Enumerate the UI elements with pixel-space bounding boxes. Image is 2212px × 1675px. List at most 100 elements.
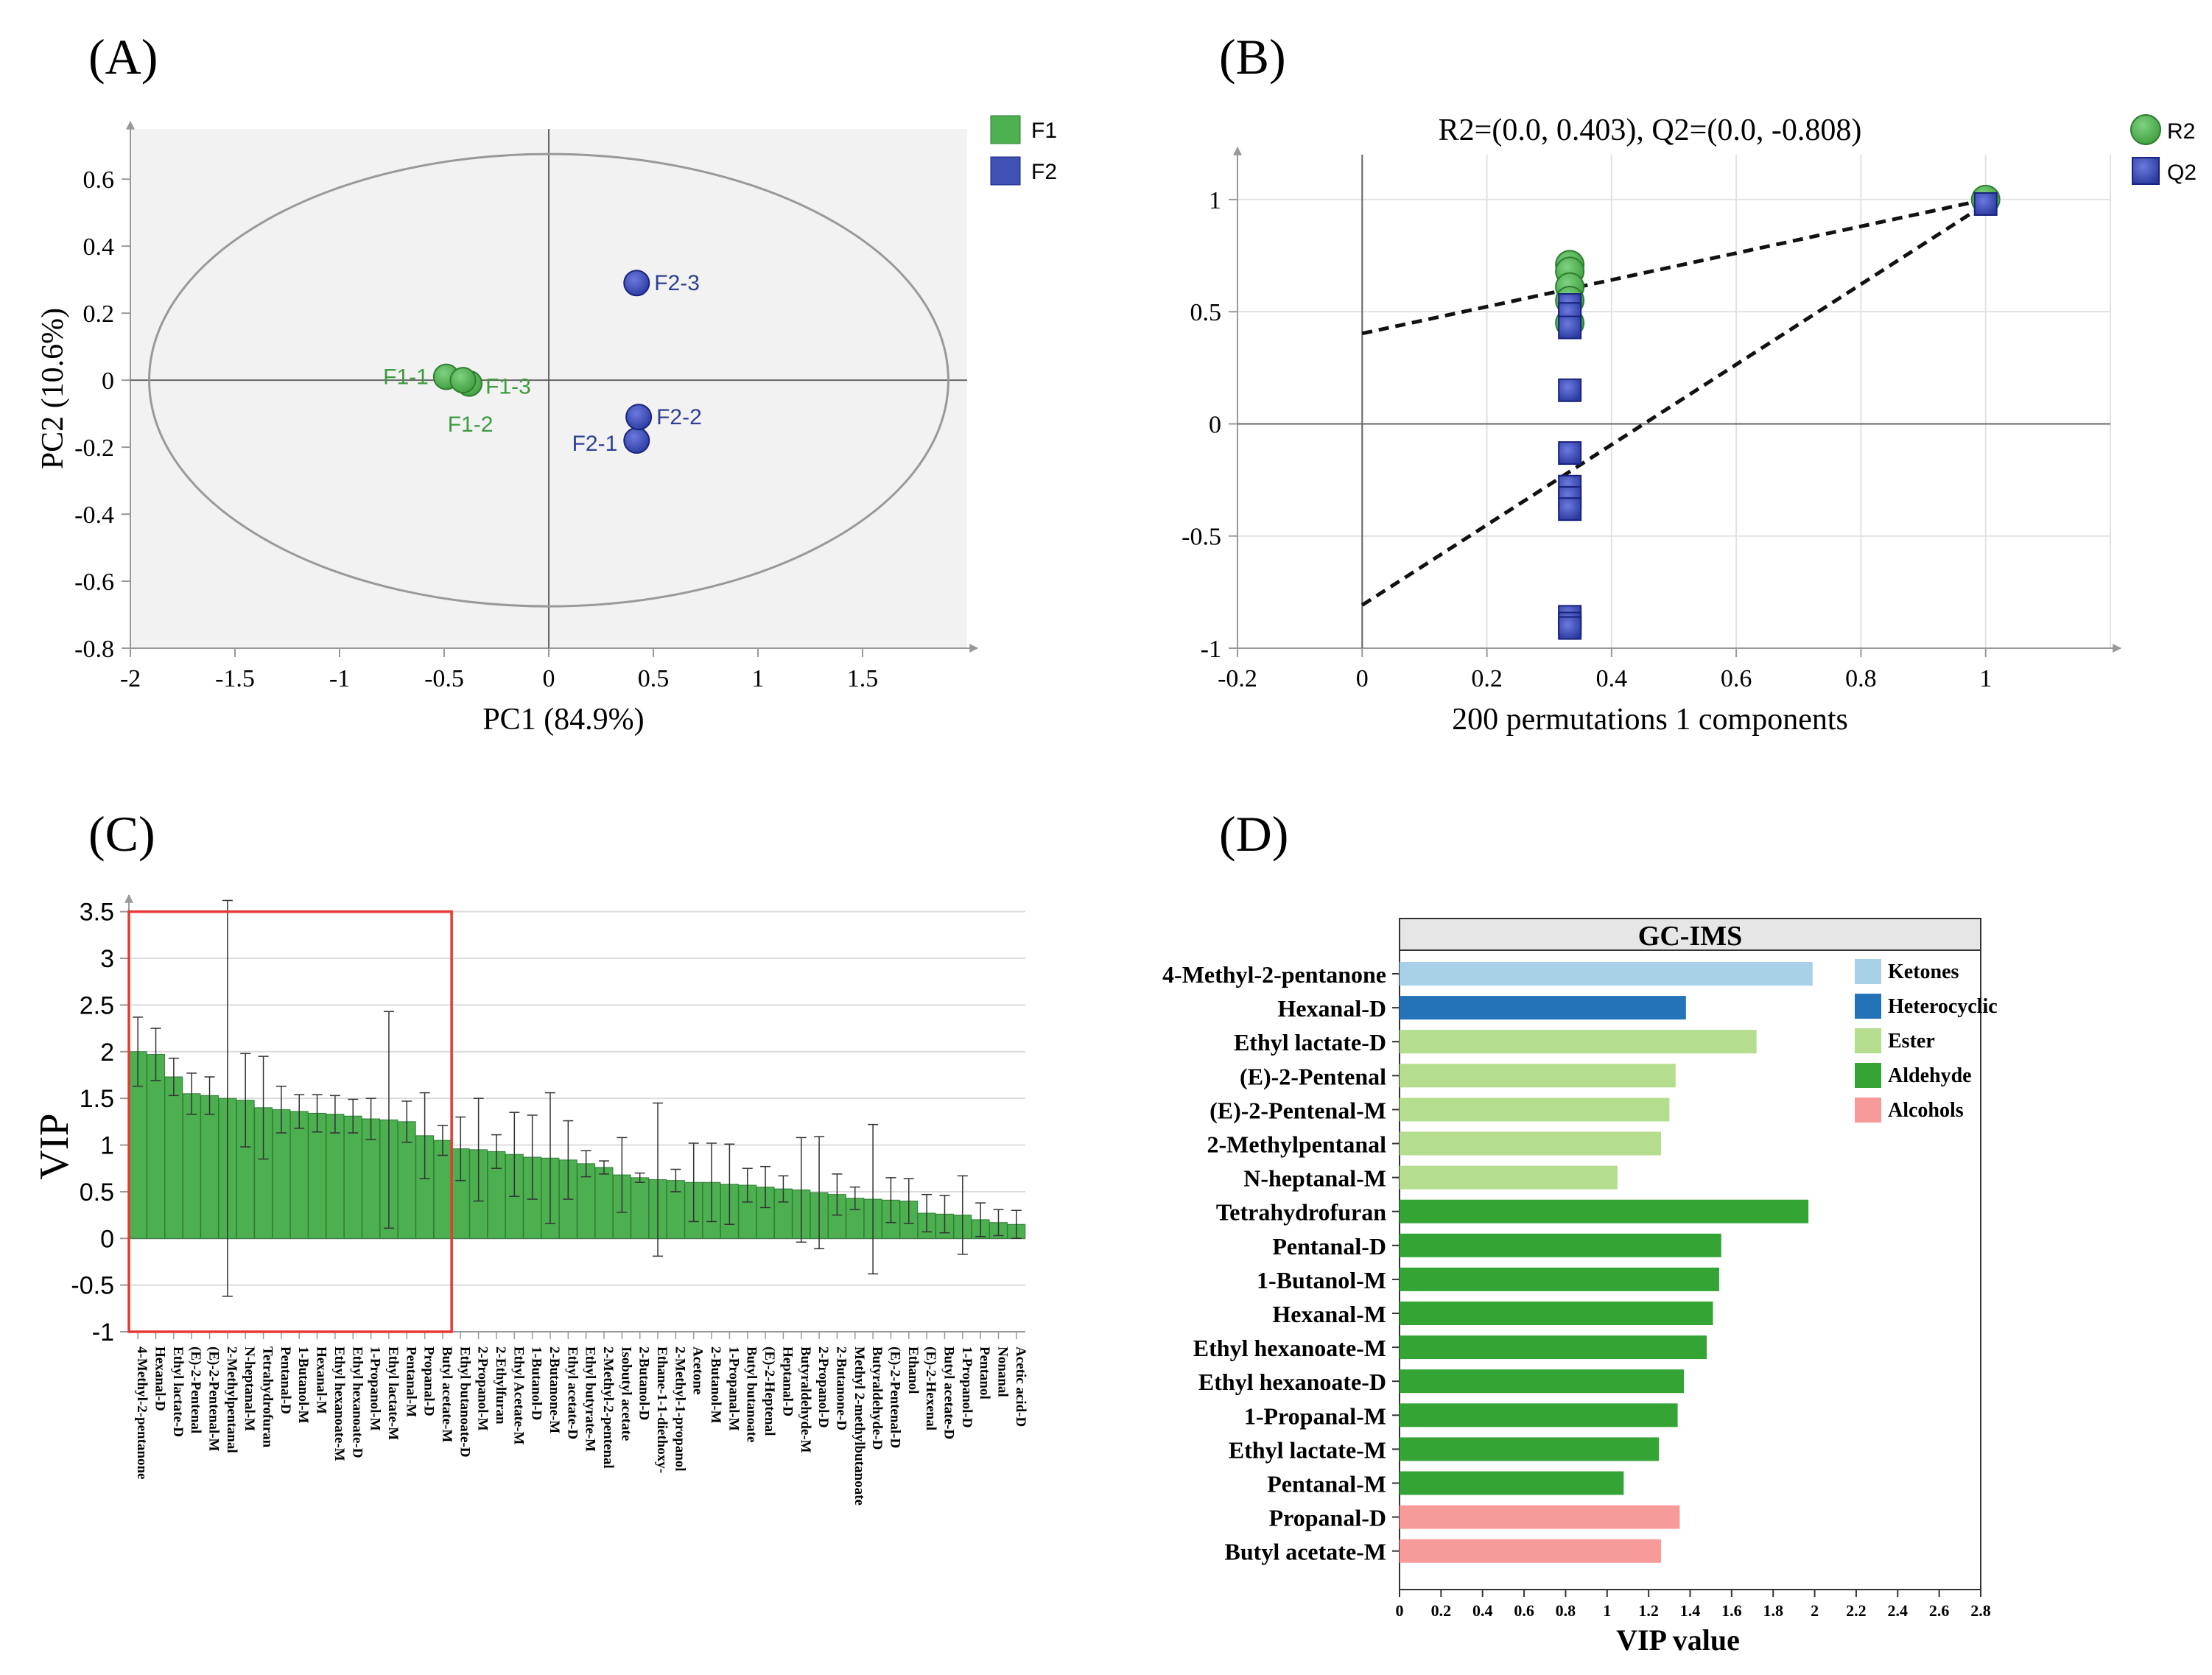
legend-label: F1	[1031, 119, 1057, 143]
vip-bar	[1400, 1199, 1809, 1223]
highlight-box	[127, 910, 453, 1333]
x-tick-label: 1-Propanol-D	[959, 1346, 975, 1428]
x-tick-label: Pentanal-M	[403, 1346, 418, 1417]
vip-bar	[1400, 1302, 1713, 1325]
y-tick-label: Hexanal-D	[1277, 995, 1386, 1022]
y-tick-label: 3.5	[80, 899, 114, 927]
y-tick-label: 2.5	[80, 991, 114, 1019]
x-tick-label: (E)-2-Pentenal-D	[887, 1346, 902, 1448]
x-tick-label: -1	[329, 665, 350, 692]
y-tick-label: Ethyl hexanoate-M	[1193, 1335, 1386, 1361]
x-tick-label: 1	[1979, 665, 1992, 692]
vip-bar	[1400, 962, 1813, 986]
y-tick-label: 0.6	[83, 166, 115, 194]
x-tick-label: Ethyl butanoate-D	[457, 1346, 472, 1457]
regression-line-q2	[1360, 202, 1987, 607]
y-tick-label: Hexanal-M	[1272, 1301, 1386, 1327]
legend-swatch	[1855, 959, 1881, 984]
vip-bar	[1400, 1267, 1719, 1291]
x-tick-label: -2	[120, 665, 141, 692]
x-tick-label: 0.5	[638, 665, 670, 692]
legend-swatch	[1855, 1028, 1881, 1053]
x-tick-label: Acetone	[690, 1346, 706, 1394]
y-tick-label: -0.8	[74, 636, 114, 663]
y-axis-title: VIP	[32, 1113, 77, 1179]
legend-label: R2	[2167, 119, 2195, 144]
legend-label: Ester	[1888, 1030, 1935, 1053]
y-tick-label: 1.5	[80, 1085, 114, 1113]
vip-bar	[1400, 1437, 1660, 1461]
y-tick-label: 0.2	[83, 301, 115, 328]
y-tick-label: Ethyl lactate-D	[1234, 1029, 1386, 1056]
x-tick-label: 1.2	[1638, 1601, 1659, 1620]
y-tick-label: N-heptanal-M	[1243, 1165, 1386, 1192]
x-tick-label: 2.4	[1888, 1601, 1909, 1620]
legend-label: F2	[1031, 160, 1057, 184]
x-tick-label: 2-Butanone-D	[833, 1346, 849, 1430]
vip-bar	[1400, 1030, 1757, 1054]
x-tick-label: (E)-2-Pentenal-M	[206, 1346, 222, 1452]
vip-bar	[631, 1177, 650, 1239]
vip-bar	[1400, 1064, 1676, 1088]
x-tick-label: 0.6	[1721, 665, 1752, 692]
point-label: F2-1	[572, 432, 618, 456]
x-tick-label: Tetrahydrofuran	[260, 1346, 275, 1448]
x-tick-label: 1.4	[1680, 1601, 1701, 1620]
x-tick-label: 1-Butanol-D	[529, 1346, 544, 1420]
data-point	[625, 404, 653, 431]
x-axis-title: 200 permutations 1 components	[1452, 703, 1848, 737]
x-tick-label: Ethyl lactate-M	[385, 1346, 401, 1440]
x-tick-label: 2-Ethylfuran	[493, 1346, 508, 1425]
x-tick-label: Ethane-1-1-diethoxy-	[654, 1346, 670, 1473]
x-axis-title: PC1 (84.9%)	[482, 703, 644, 737]
y-tick-label: 2-Methylpentanal	[1207, 1131, 1386, 1158]
legend-label: Alcohols	[1888, 1099, 1964, 1122]
legend-label: Heterocyclic	[1888, 995, 1998, 1018]
vip-bar	[343, 1115, 362, 1239]
y-tick-label: -0.5	[1182, 524, 1221, 551]
x-tick-label: Butyl acetate-M	[439, 1346, 454, 1442]
confidence-ellipse	[148, 152, 949, 608]
y-tick-label: Pentanal-M	[1267, 1471, 1386, 1497]
x-tick-label: 1	[1603, 1601, 1611, 1620]
x-tick-label: 2-Butanone-M	[547, 1346, 562, 1433]
panel-label: (A)	[88, 29, 158, 85]
x-tick-label: 2.8	[1970, 1601, 1991, 1620]
x-tick-label: 2-Methyl-1-propanol	[672, 1346, 687, 1472]
panel-c: (C) -1 -0.5 0 0.5 1 1.5 2 2.5 3 3.5 VIP 4-Methyl-2-p…	[32, 806, 1028, 1506]
x-tick-label: 2-Propanol-D	[815, 1346, 831, 1428]
x-tick-label: Ethyl acetate-D	[564, 1346, 580, 1439]
legend-swatch	[990, 156, 1021, 186]
legend-swatch	[1855, 1098, 1881, 1123]
y-tick-label: 0.5	[80, 1179, 114, 1207]
y-tick-label: -0.2	[74, 435, 114, 462]
legend-swatch	[1855, 994, 1881, 1019]
q2-point	[1558, 441, 1582, 466]
y-tick-label: 2	[100, 1039, 114, 1067]
q2-point	[1558, 497, 1582, 522]
x-tick-label: 1.8	[1763, 1601, 1783, 1620]
y-tick-label: (E)-2-Pentenal-M	[1209, 1097, 1386, 1123]
x-tick-label: -0.5	[424, 665, 464, 692]
legend-label: Ketones	[1888, 961, 1959, 983]
x-tick-label: 1-Butanol-M	[295, 1346, 311, 1424]
legend-marker-q2	[2132, 157, 2160, 185]
q2-point	[1558, 378, 1582, 402]
panel-b: (B) R2=(0.0, 0.403), Q2=(0.0, -0.808) -0.2…	[1182, 29, 2197, 737]
y-tick-label: -0.5	[71, 1272, 114, 1300]
point-label: F1-2	[448, 412, 494, 437]
x-tick-label: 0	[1356, 665, 1369, 692]
y-tick-label: Tetrahydrofuran	[1216, 1199, 1386, 1226]
x-tick-label: Butyl acetate-D	[941, 1346, 956, 1439]
x-tick-label: Acetic acid-D	[1013, 1346, 1028, 1427]
y-tick-label: 1	[1209, 187, 1221, 214]
x-tick-label: Ethyl lactate-D	[170, 1346, 186, 1437]
x-tick-label: Hexanal-M	[314, 1346, 329, 1414]
chart-title: R2=(0.0, 0.403), Q2=(0.0, -0.808)	[1439, 113, 1862, 147]
y-tick-label: Propanal-D	[1269, 1505, 1386, 1531]
x-tick-label: Propanal-D	[421, 1346, 437, 1416]
x-axis-title: VIP value	[1616, 1623, 1740, 1657]
x-tick-label: N-heptanal-M	[242, 1346, 257, 1431]
x-tick-label: Nonanal	[994, 1346, 1010, 1397]
